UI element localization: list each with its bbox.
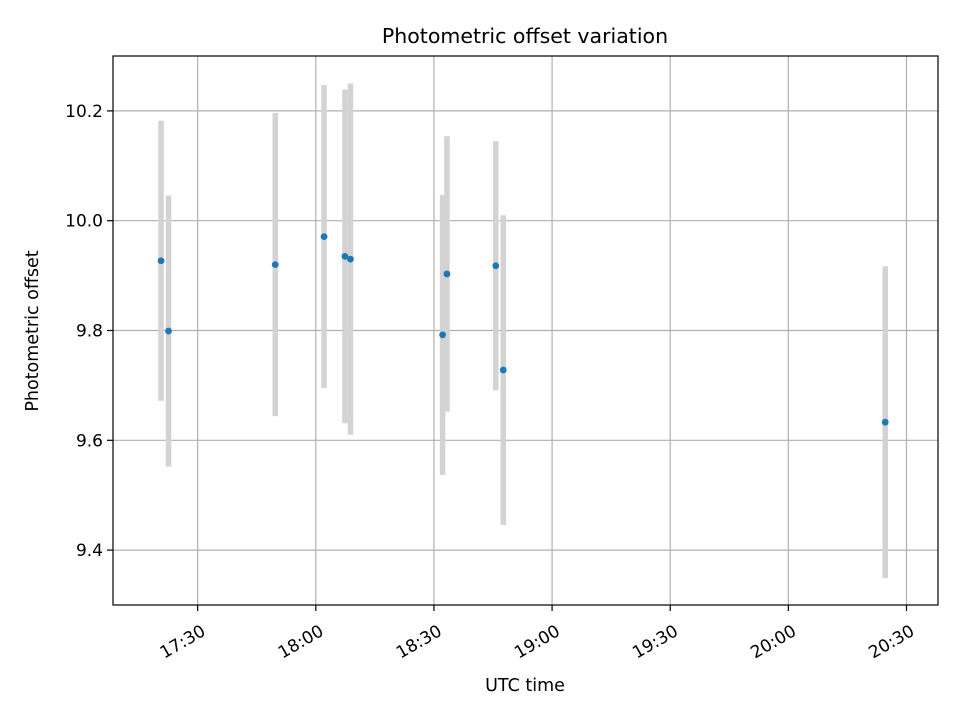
data-point: [271, 261, 279, 269]
data-points: [157, 233, 889, 426]
data-point: [443, 270, 451, 278]
data-point: [157, 257, 165, 265]
y-tick-label: 9.4: [76, 541, 103, 561]
grid: [113, 56, 938, 605]
y-tick-label: 10.2: [65, 102, 103, 122]
y-tick-label: 10.0: [65, 212, 103, 232]
data-point: [439, 331, 447, 339]
y-axis-ticks: 9.4 9.6 9.8 10.0 10.2: [65, 102, 113, 561]
y-axis-label: Photometric offset: [23, 250, 43, 411]
data-point: [165, 327, 172, 335]
x-axis-label: UTC time: [485, 676, 565, 696]
y-tick-label: 9.6: [76, 431, 103, 451]
data-point: [347, 255, 354, 263]
data-point: [341, 252, 349, 260]
data-point: [492, 262, 500, 270]
y-tick-label: 9.8: [76, 322, 103, 342]
data-point: [881, 418, 889, 426]
data-point: [320, 233, 328, 241]
data-point: [499, 366, 507, 374]
chart-title: Photometric offset variation: [382, 24, 668, 48]
